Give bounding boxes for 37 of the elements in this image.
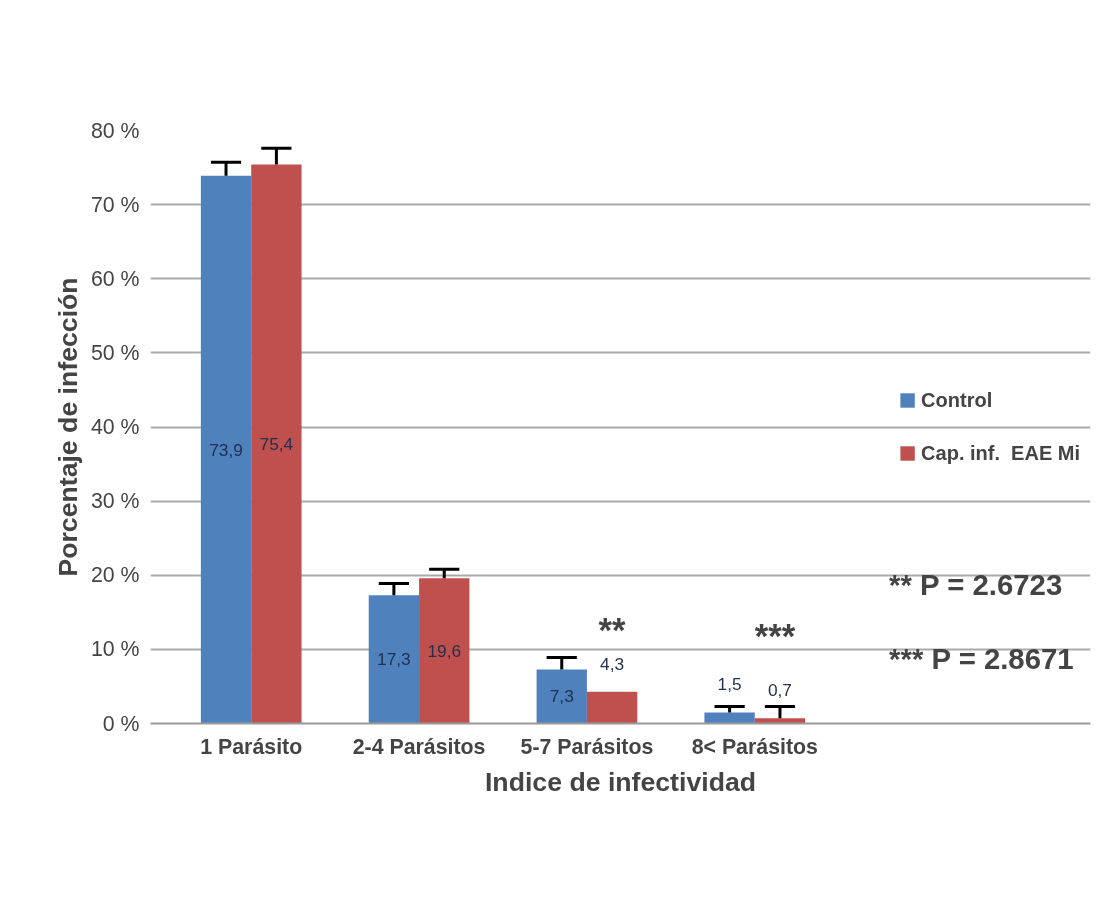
y-tick-label: 40 % — [90, 415, 140, 439]
bar — [586, 691, 638, 724]
annotation: *** — [754, 617, 796, 656]
y-tick-label: 80 % — [90, 118, 140, 143]
data-label: 19,6 — [427, 640, 462, 661]
bar — [536, 669, 587, 724]
x-tick-label: 5-7 Parásitos — [520, 734, 654, 759]
bar — [368, 595, 420, 724]
legend-label: Control — [921, 388, 993, 412]
x-tick-label: 1 Parásito — [200, 734, 303, 759]
bar — [704, 712, 755, 724]
bar — [419, 578, 470, 724]
text: *** P = 2.8671 — [889, 642, 1074, 676]
x-axis-title: Indice de infectividad — [484, 766, 757, 797]
bar — [200, 175, 252, 724]
data-label: 7,3 — [549, 686, 574, 707]
data-label: 0,7 — [767, 680, 793, 701]
text: ** P = 2.6723 — [889, 568, 1063, 602]
bar — [754, 718, 806, 724]
x-tick-label: 2-4 Parásitos — [352, 734, 486, 759]
data-label: 73,9 — [209, 439, 243, 460]
y-tick-label: 10 % — [90, 637, 140, 662]
data-label: 75,4 — [259, 434, 294, 455]
y-tick-label: 20 % — [90, 563, 140, 588]
y-tick-label: 60 % — [90, 266, 140, 291]
annotation: ** — [598, 611, 627, 650]
y-tick-label: 30 % — [90, 489, 140, 514]
y-tick-label: 0 % — [102, 711, 140, 736]
data-label: 4,3 — [600, 653, 625, 674]
y-tick-label: 50 % — [90, 340, 140, 365]
legend-label: Cap. inf. EAE Mi — [921, 441, 1080, 465]
data-label: 17,3 — [377, 649, 411, 670]
y-axis-title: Porcentaje de infección — [52, 277, 83, 577]
bar — [251, 164, 302, 724]
x-tick-label: 8< Parásitos — [691, 734, 818, 759]
y-tick-label: 70 % — [90, 192, 140, 217]
data-label: 1,5 — [717, 674, 742, 695]
